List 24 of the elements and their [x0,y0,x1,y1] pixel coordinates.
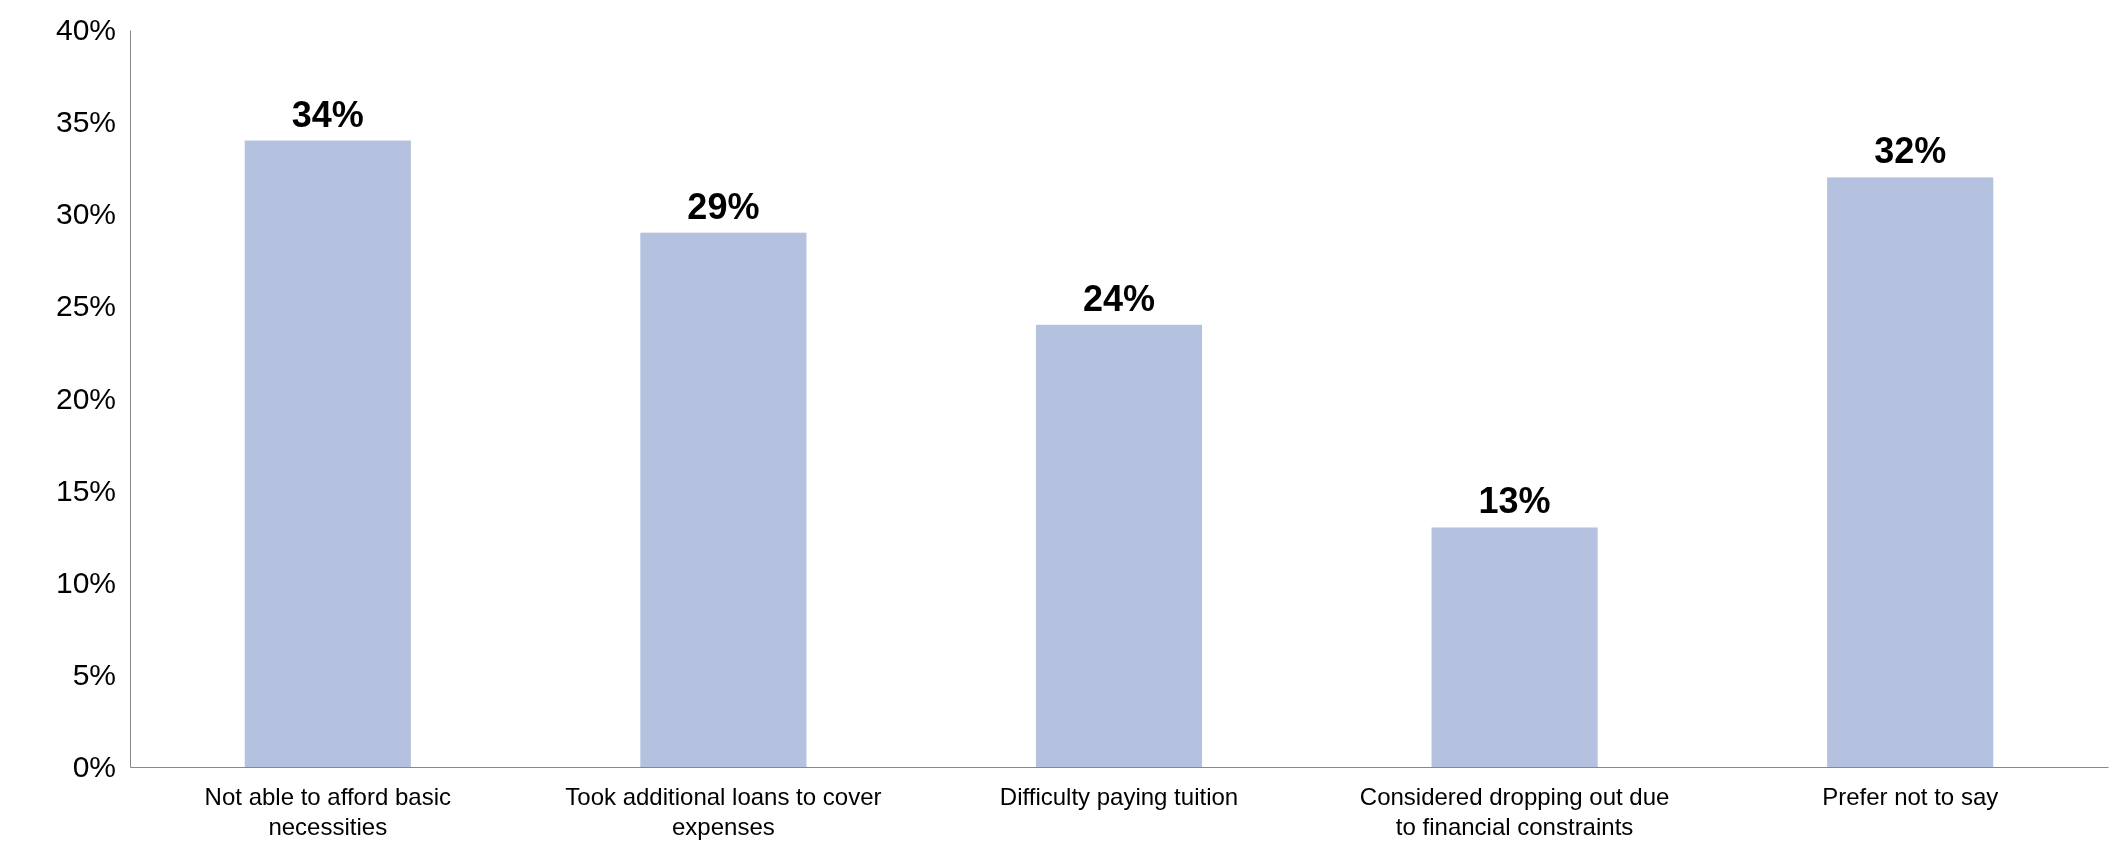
y-tick-label: 10% [55,565,116,599]
data-label: 34% [291,93,364,135]
x-tick-label: Took additional loans to cover expenses [565,783,882,840]
bar [1827,177,1994,767]
y-tick-label: 35% [55,105,116,139]
bar [1035,324,1203,767]
y-tick-label: 30% [55,197,116,231]
y-tick-label: 40% [55,13,116,47]
bar [640,232,807,767]
x-tick-label: Difficulty paying tuition [999,783,1239,810]
x-tick-label: Prefer not to say [1822,783,1999,810]
bar [1431,527,1598,767]
data-label: 29% [687,185,760,227]
y-tick-label: 5% [72,657,116,691]
y-tick-label: 25% [55,289,116,323]
x-tick-label: Considered dropping out due to financial constraints [1359,783,1670,840]
data-label: 24% [1082,277,1156,319]
y-tick-label: 15% [55,473,116,507]
data-label: 13% [1478,480,1551,522]
x-tick-label: Not able to afford basic necessities [204,783,451,840]
data-label: 32% [1874,130,1947,172]
y-tick-label: 20% [55,381,116,415]
bar [244,140,411,767]
y-tick-label: 0% [72,750,116,784]
